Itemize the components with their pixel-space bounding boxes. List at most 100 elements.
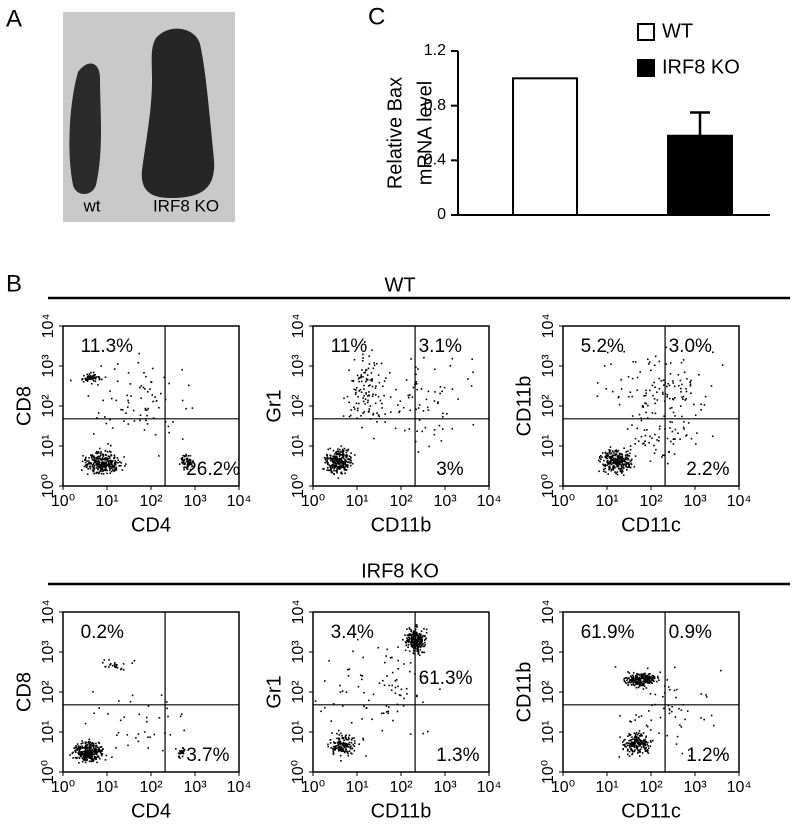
event-dot	[144, 407, 147, 410]
event-dot	[679, 379, 682, 382]
event-dot	[419, 642, 421, 644]
event-dot	[619, 470, 622, 473]
event-dot	[98, 465, 100, 468]
event-dot	[324, 680, 326, 682]
event-dot	[640, 419, 643, 422]
event-dot	[190, 463, 193, 465]
event-dot	[416, 624, 418, 626]
event-dot	[332, 458, 335, 460]
event-dot	[336, 459, 339, 461]
event-dot	[94, 374, 96, 376]
event-dot	[343, 751, 346, 754]
event-dot	[353, 388, 356, 391]
event-dot	[721, 753, 723, 755]
event-dot	[619, 460, 621, 463]
event-dot	[669, 688, 671, 691]
event-dot	[338, 452, 341, 455]
event-dot	[631, 424, 633, 426]
event-dot	[404, 641, 407, 643]
event-dot	[612, 456, 614, 459]
event-dot	[93, 468, 96, 470]
event-dot	[145, 419, 147, 422]
event-dot	[374, 387, 377, 389]
x-tick-label: 10⁴	[727, 493, 752, 510]
event-dot	[367, 367, 370, 370]
event-dot	[628, 755, 631, 757]
event-dot	[681, 415, 683, 418]
event-dot	[441, 428, 444, 430]
event-dot	[181, 457, 184, 459]
event-dot	[630, 739, 633, 741]
event-dot	[398, 694, 401, 696]
event-dot	[116, 667, 119, 669]
event-dot	[439, 386, 442, 388]
event-dot	[662, 393, 664, 395]
event-dot	[384, 421, 386, 423]
event-dot	[412, 644, 415, 646]
event-dot	[100, 454, 102, 457]
event-dot	[632, 682, 635, 684]
event-dot	[339, 448, 341, 451]
event-dot	[441, 390, 443, 393]
event-dot	[625, 682, 627, 685]
event-dot	[327, 469, 330, 472]
event-dot	[98, 750, 100, 753]
event-dot	[415, 408, 417, 411]
event-dot	[434, 368, 436, 371]
event-dot	[618, 455, 620, 457]
event-dot	[634, 361, 637, 363]
event-dot	[115, 747, 117, 749]
event-dot	[623, 678, 625, 680]
event-dot	[642, 746, 645, 748]
event-dot	[679, 724, 681, 726]
event-dot	[334, 745, 336, 748]
event-dot	[424, 426, 427, 429]
event-dot	[640, 743, 642, 745]
event-dot	[668, 384, 671, 387]
event-dot	[342, 750, 345, 752]
event-dot	[189, 455, 192, 457]
event-dot	[630, 676, 633, 678]
event-dot	[633, 741, 636, 744]
event-dot	[406, 628, 408, 630]
event-dot	[631, 395, 633, 398]
event-dot	[323, 456, 326, 459]
event-dot	[93, 759, 95, 761]
event-dot	[367, 399, 369, 402]
y-tick-label: 10³	[40, 640, 57, 664]
event-dot	[696, 432, 698, 434]
panel-label: C	[368, 3, 385, 30]
event-dot	[90, 758, 93, 761]
event-dot	[415, 366, 417, 368]
event-dot	[700, 409, 702, 411]
event-dot	[322, 468, 324, 470]
event-dot	[698, 374, 700, 376]
event-dot	[95, 463, 98, 466]
y-tick-label: 0	[437, 206, 446, 223]
event-dot	[634, 735, 636, 738]
event-dot	[347, 743, 349, 745]
event-dot	[339, 740, 342, 743]
event-dot	[630, 675, 632, 677]
event-dot	[168, 382, 170, 385]
event-dot	[86, 373, 88, 376]
event-dot	[642, 732, 645, 734]
event-dot	[633, 739, 636, 741]
event-dot	[620, 378, 622, 381]
event-dot	[333, 465, 336, 467]
event-dot	[413, 652, 415, 655]
event-dot	[375, 385, 377, 387]
event-dot	[612, 466, 614, 468]
event-dot	[643, 675, 646, 678]
event-dot	[616, 464, 618, 466]
event-dot	[627, 458, 630, 461]
event-dot	[336, 471, 338, 474]
event-dot	[415, 641, 418, 643]
event-dot	[677, 374, 680, 376]
event-dot	[628, 750, 631, 753]
event-dot	[638, 679, 640, 681]
photo-label: wt	[83, 196, 101, 215]
event-dot	[641, 741, 644, 744]
event-dot	[649, 739, 652, 742]
event-dot	[94, 752, 97, 755]
